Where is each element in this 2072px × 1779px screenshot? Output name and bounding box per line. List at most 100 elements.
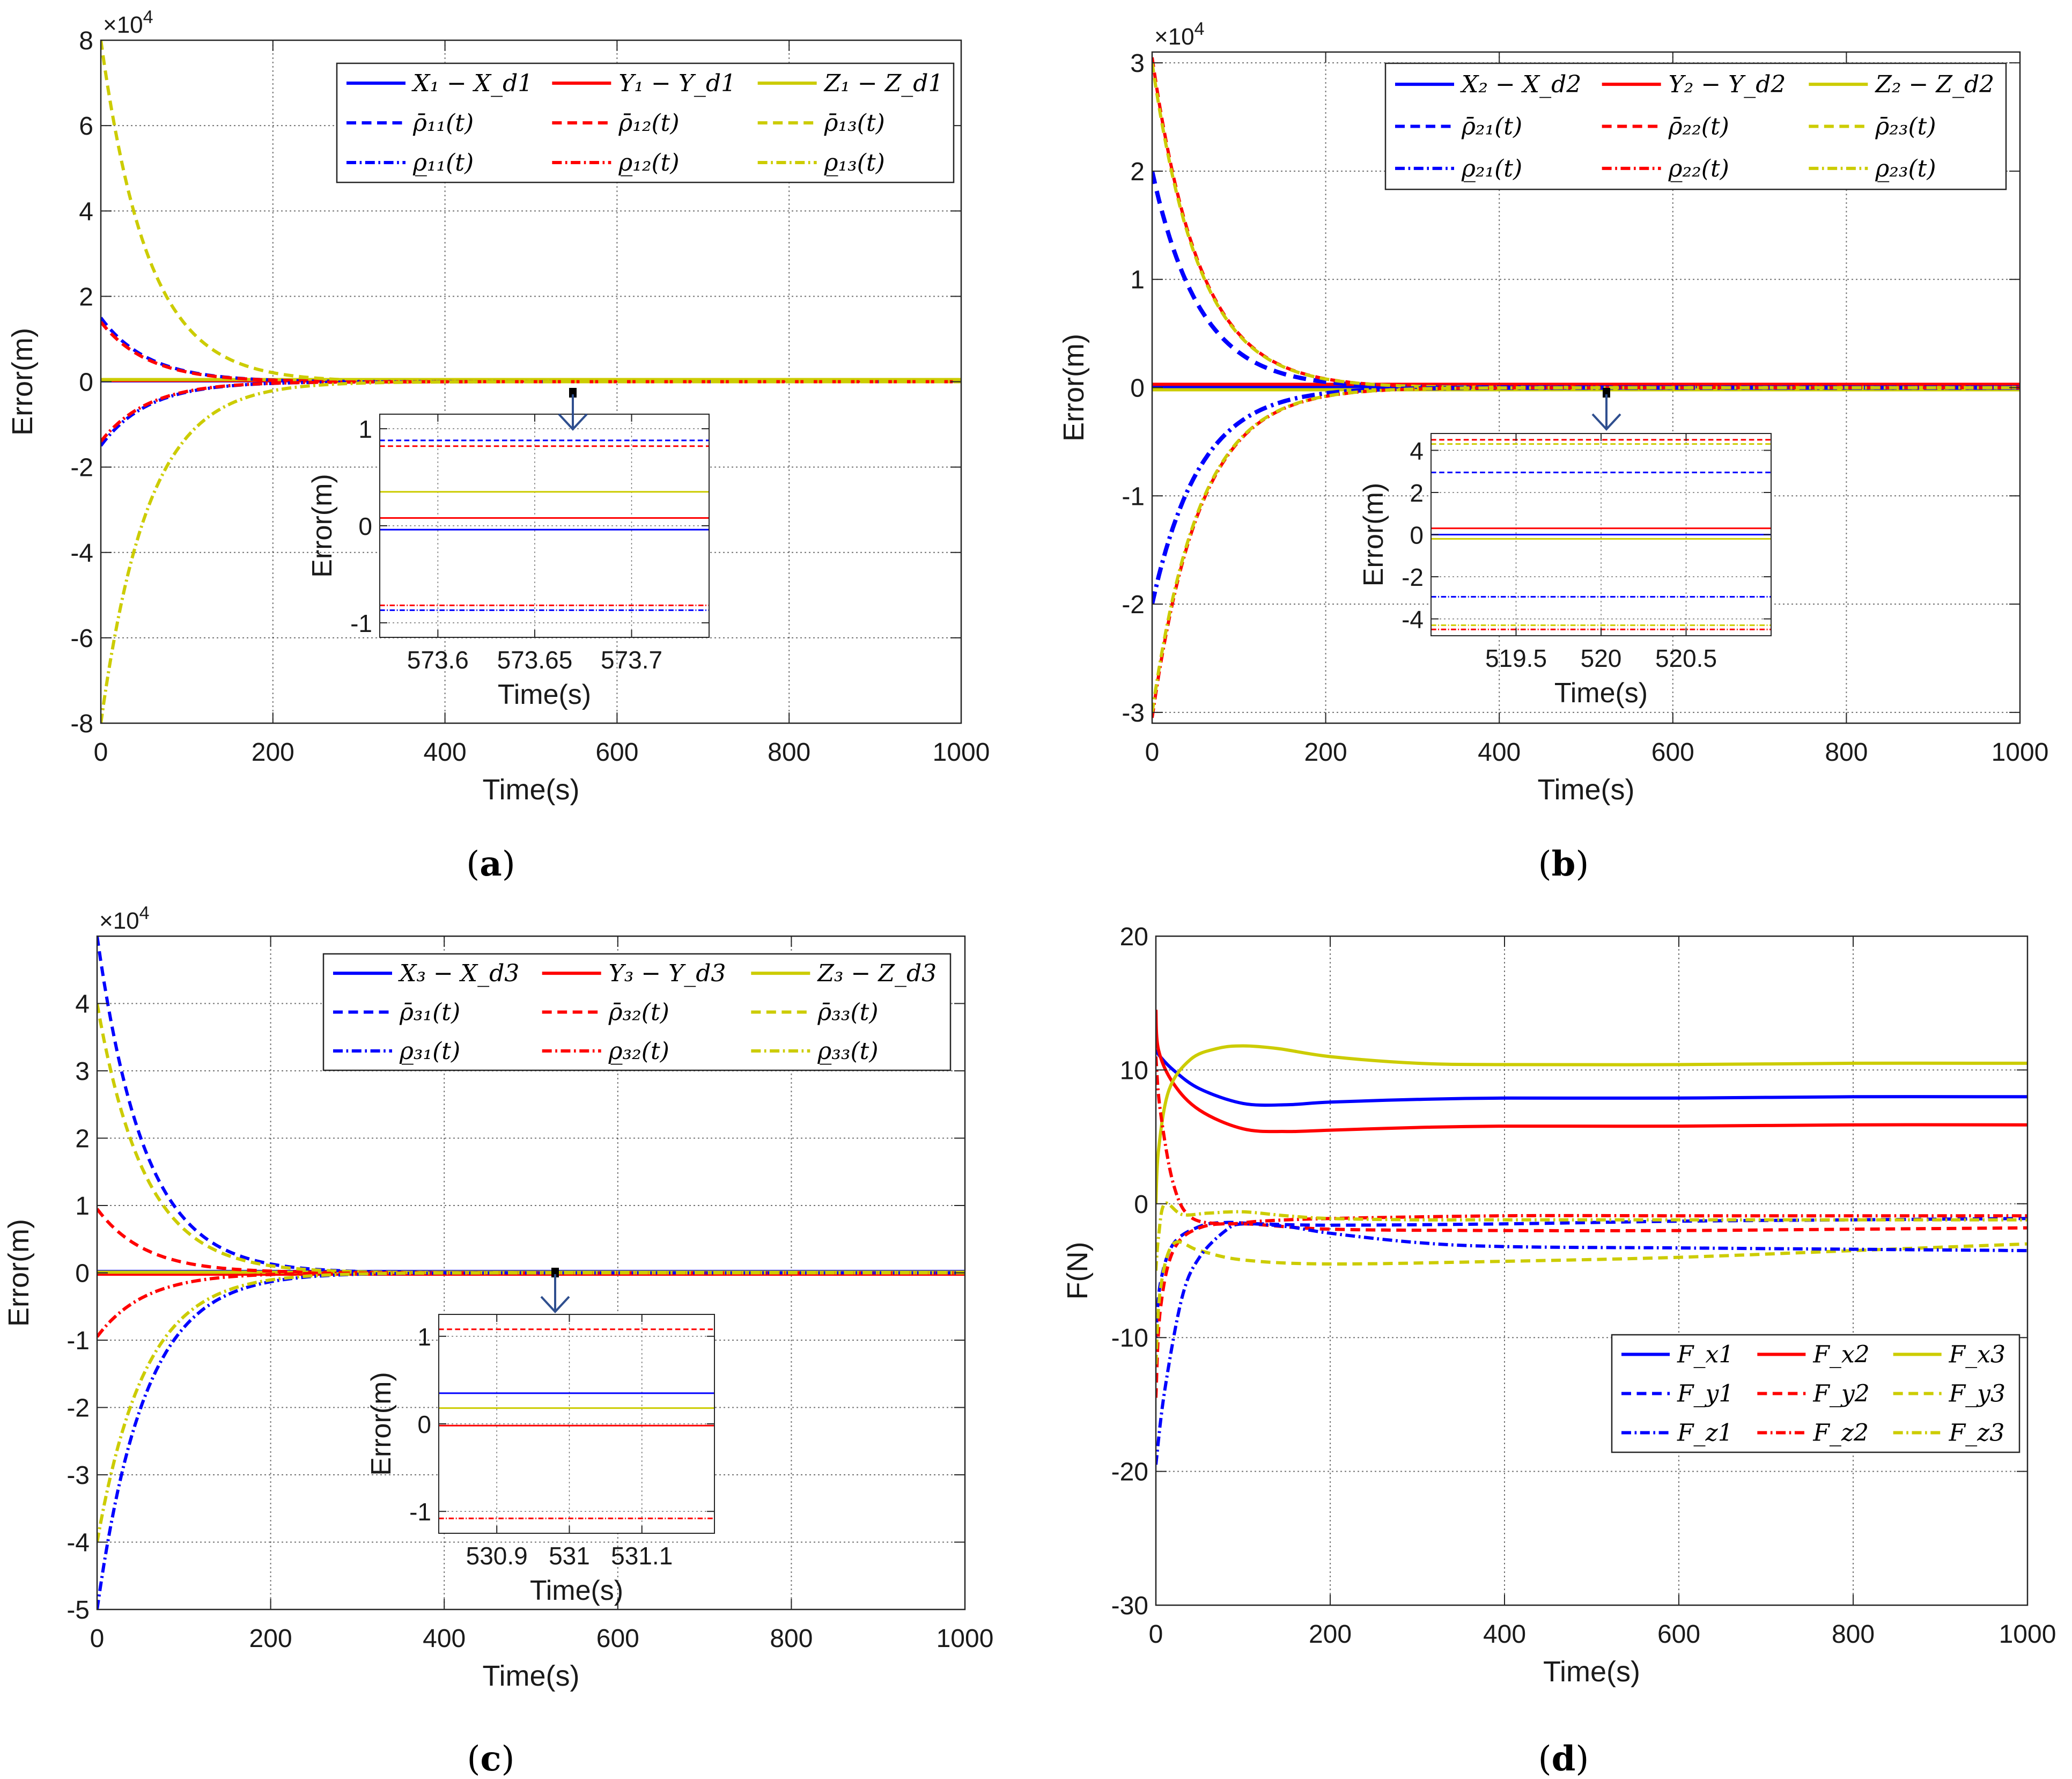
y-tick-label: -8 — [70, 710, 93, 738]
legend-label: ρ̄₃₂(t) — [608, 999, 669, 1026]
x-axis-label: Time(s) — [1543, 1656, 1640, 1688]
caption-c: (c) — [467, 1739, 515, 1779]
y-axis-label: Error(m) — [366, 1372, 397, 1476]
legend-label: ρ̲₁₃(t) — [824, 149, 885, 177]
y-tick-label: 0 — [1134, 1190, 1148, 1219]
legend-label: Y₁ − Y_d1 — [618, 70, 736, 97]
x-tick-label: 530.9 — [466, 1542, 528, 1570]
x-tick-label: 520.5 — [1655, 644, 1717, 672]
y-tick-label: -4 — [1402, 606, 1424, 634]
legend-label: ρ̲₃₁(t) — [399, 1038, 460, 1065]
y-tick-label: -1 — [1122, 482, 1145, 511]
y-tick-label: -2 — [1122, 591, 1145, 619]
y-tick-label: -4 — [67, 1529, 90, 1557]
legend-label: F_z1 — [1677, 1420, 1733, 1447]
y-tick-label: -5 — [67, 1596, 90, 1624]
x-tick-label: 0 — [90, 1624, 105, 1653]
zoom-arrow-head — [558, 413, 588, 431]
legend-label: ρ̄₂₃(t) — [1875, 113, 1936, 141]
y-tick-label: 4 — [75, 990, 90, 1019]
legend-label: ρ̲₁₂(t) — [618, 149, 679, 177]
series-line-rho_under_13(t) — [101, 380, 961, 723]
legend-label: ρ̄₁₂(t) — [618, 109, 679, 137]
y-tick-label: 4 — [79, 197, 93, 226]
x-tick-label: 519.5 — [1485, 644, 1547, 672]
axes-3: 0 200 400 600 800 1000 -30 -20 -10 0 10 20 Time(s) F(… — [1061, 923, 2056, 1688]
x-tick-label: 573.7 — [601, 646, 662, 674]
y-tick-label: 1 — [75, 1192, 90, 1221]
x-tick-label: 800 — [1825, 738, 1868, 767]
series-line-Fy3 — [1156, 1240, 2027, 1365]
exponent-label: ×104 — [1154, 19, 1205, 50]
y-axis-label: F(N) — [1061, 1242, 1094, 1300]
series-line-Fy2 — [1156, 1222, 2027, 1398]
y-tick-label: 8 — [79, 27, 93, 55]
x-tick-label: 573.6 — [407, 646, 469, 674]
legend-label: X₂ − X_d2 — [1460, 71, 1581, 98]
x-tick-label: 400 — [423, 1624, 466, 1653]
legend-label: X₁ − X_d1 — [411, 70, 533, 97]
y-tick-label: 0 — [75, 1260, 90, 1288]
legend-label: ρ̲₁₁(t) — [412, 149, 474, 177]
y-tick-label: 0 — [1410, 521, 1424, 549]
legend-label: Z₁ − Z_d1 — [823, 70, 943, 97]
axes-0-inset: 573.6 573.65 573.7 -1 0 1 Time(s) Error(m) — [307, 414, 710, 710]
legend-label: Z₂ − Z_d2 — [1874, 71, 1994, 98]
axes-2-inset: 530.9 531 531.1 -1 0 1 Time(s) Error(m) — [366, 1314, 715, 1606]
y-axis-label: Error(m) — [6, 328, 39, 436]
x-tick-label: 573.65 — [497, 646, 573, 674]
legend-label: F_z3 — [1949, 1420, 2005, 1447]
legend-label: F_y1 — [1677, 1380, 1734, 1408]
y-tick-label: 3 — [1130, 49, 1145, 78]
legend-label: F_z2 — [1812, 1420, 1869, 1447]
y-tick-label: 2 — [79, 283, 93, 311]
legend-label: ρ̄₂₁(t) — [1461, 113, 1522, 141]
y-tick-label: 0 — [358, 512, 372, 540]
legend-label: ρ̲₃₂(t) — [608, 1038, 669, 1065]
series-group — [1152, 57, 2020, 718]
legend-label: ρ̄₃₃(t) — [817, 999, 878, 1026]
exponent-label: ×104 — [99, 903, 150, 934]
series-line-rho_under_33(t) — [97, 1271, 965, 1543]
series-line-Fz3 — [1156, 1201, 2027, 1271]
zoom-marker — [551, 1268, 559, 1277]
x-axis-label: Time(s) — [530, 1575, 623, 1606]
legend-label: F_x2 — [1812, 1341, 1869, 1369]
y-axis-label: Error(m) — [307, 474, 338, 578]
x-axis-label: Time(s) — [1554, 678, 1648, 709]
y-axis-label: Error(m) — [1058, 334, 1090, 442]
y-tick-label: -3 — [67, 1461, 90, 1490]
x-tick-label: 200 — [1304, 738, 1347, 767]
x-tick-label: 400 — [424, 738, 467, 767]
legend-label: X₃ − X_d3 — [398, 960, 519, 987]
x-tick-label: 1000 — [937, 1624, 994, 1653]
y-tick-label: -10 — [1111, 1324, 1148, 1352]
x-tick-label: 600 — [1651, 738, 1694, 767]
x-tick-label: 0 — [1145, 738, 1160, 767]
series-group — [97, 936, 965, 1609]
legend-0: X₁ − X_d1 Y₁ − Y_d1 Z₁ − Z_d1 ρ̄₁₁(t) ρ̄₁₂(t… — [336, 62, 955, 183]
legend-label: ρ̲₃₃(t) — [817, 1038, 878, 1065]
x-tick-label: 800 — [768, 738, 810, 767]
axes-frame — [1155, 935, 2029, 1606]
series-group — [101, 40, 961, 723]
x-tick-label: 200 — [1309, 1620, 1352, 1649]
y-tick-label: -1 — [67, 1327, 90, 1355]
x-tick-label: 800 — [1832, 1620, 1875, 1649]
y-tick-label: -6 — [70, 624, 93, 653]
legend-label: Y₃ − Y_d3 — [609, 960, 726, 987]
legend-label: Y₂ − Y_d2 — [1669, 71, 1786, 98]
x-tick-label: 200 — [249, 1624, 292, 1653]
legend-label: ρ̄₃₁(t) — [399, 999, 460, 1026]
legend-3: F_x1 F_x2 F_x3 F_y1 F_y2 F_y3 F_z1 F_z2 F_z3 — [1611, 1334, 2021, 1453]
y-tick-label: 3 — [75, 1057, 90, 1086]
series-line-Fx3 — [1156, 1044, 2027, 1204]
legend-1: X₂ − X_d2 Y₂ − Y_d2 Z₂ − Z_d2 ρ̄₂₁(t) ρ̄₂₂(t… — [1384, 62, 2007, 190]
y-tick-label: 6 — [79, 112, 93, 141]
x-tick-label: 600 — [596, 1624, 639, 1653]
legend-label: ρ̲₂₂(t) — [1668, 155, 1729, 182]
x-tick-label: 1000 — [1999, 1620, 2056, 1649]
axes-1-inset: 519.5 520 520.5 -4 -2 0 2 4 Time(s) Error(m) — [1358, 433, 1772, 709]
y-tick-label: 10 — [1120, 1056, 1148, 1085]
y-tick-label: -2 — [67, 1394, 90, 1423]
